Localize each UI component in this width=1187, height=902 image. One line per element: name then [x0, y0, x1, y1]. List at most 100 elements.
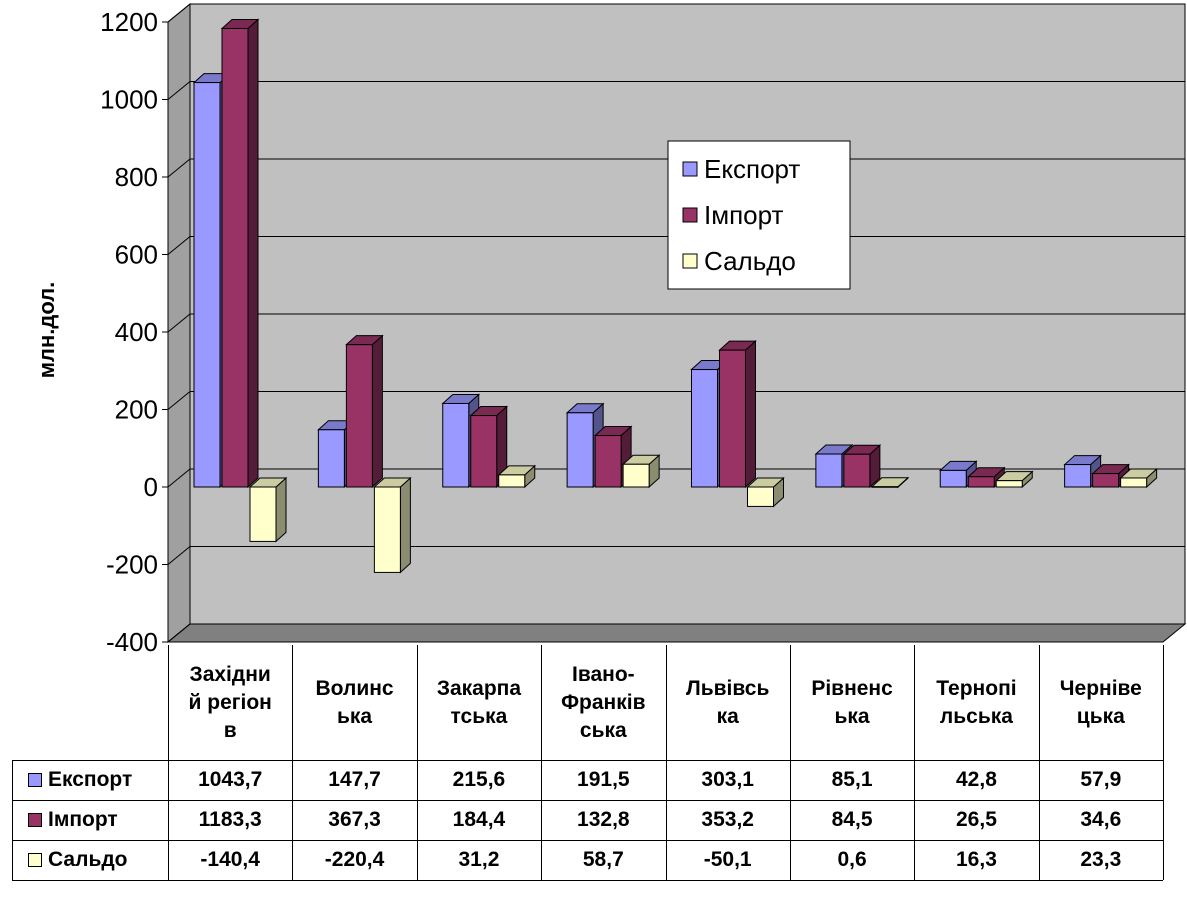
row-header-label: Експорт — [48, 768, 133, 791]
y-tick-label: 400 — [115, 317, 158, 347]
legend-swatch — [682, 161, 698, 177]
row-header-label: Сальдо — [48, 848, 128, 871]
bar — [622, 463, 650, 488]
legend-swatch — [682, 253, 698, 269]
gridline — [167, 546, 1185, 565]
category-label: Івано- Франків ська — [561, 662, 646, 742]
row-swatch — [28, 813, 42, 827]
category-label: Тернопі льська — [936, 676, 1017, 728]
data-label: 16,3 — [956, 848, 997, 871]
table-vline — [666, 645, 667, 880]
bar — [747, 486, 774, 507]
bar — [373, 486, 401, 573]
bar — [967, 476, 995, 488]
bar — [871, 486, 899, 488]
table-vline — [168, 645, 169, 880]
table-vline — [1039, 645, 1040, 880]
y-tick-label: 800 — [115, 162, 158, 192]
y-tick-label: 600 — [115, 240, 158, 270]
floor — [166, 623, 1187, 643]
data-label: 1183,3 — [198, 808, 262, 831]
row-swatch — [28, 853, 42, 867]
y-axis-label: млн.дол. — [34, 282, 59, 379]
row-header-label: Імпорт — [48, 808, 118, 831]
table-vline — [541, 645, 542, 880]
row-swatch — [28, 773, 42, 787]
gridline — [167, 313, 1185, 333]
table-vline — [292, 645, 293, 880]
category-label: Рівненс ька — [811, 676, 893, 728]
gridline — [167, 391, 1185, 410]
data-label: 303,1 — [701, 768, 754, 791]
bar — [249, 486, 277, 542]
bar-side — [399, 476, 411, 574]
data-label: 353,2 — [701, 808, 754, 831]
legend-box — [667, 140, 851, 290]
data-label: 215,6 — [452, 768, 506, 791]
y-axis: -400 -200 0 200 400 600 800 1000 1200 — [100, 7, 169, 657]
legend-label: Експорт — [704, 154, 800, 184]
gridline — [167, 236, 1185, 255]
gridline — [167, 81, 1185, 100]
bar — [995, 480, 1023, 488]
table-vline — [790, 645, 791, 880]
bar — [193, 82, 221, 488]
data-label: 26,5 — [956, 808, 997, 831]
bar — [345, 344, 373, 488]
y-tick-label: 0 — [144, 472, 158, 502]
y-tick-label: -200 — [106, 550, 158, 580]
data-label: 58,7 — [582, 848, 624, 871]
legend: Експорт Імпорт Сальдо — [667, 140, 851, 290]
row-header: Імпорт — [12, 800, 168, 840]
category-label: Львівсь ка — [686, 676, 770, 728]
data-label: 184,4 — [452, 808, 506, 831]
table-hline — [12, 880, 1163, 881]
row-header: Сальдо — [12, 840, 168, 880]
table-vline — [417, 645, 418, 880]
y-tick-label: 1200 — [100, 7, 158, 37]
table-vline — [1163, 645, 1164, 880]
table-hline — [12, 840, 1163, 841]
bar — [1092, 473, 1120, 488]
y-tick-label: 1000 — [100, 85, 158, 115]
bar-side — [371, 334, 383, 489]
data-label: 84,5 — [831, 808, 873, 831]
category-label: Закарпа тська — [436, 676, 522, 728]
data-label: 31,2 — [458, 848, 500, 871]
bar — [442, 402, 470, 488]
legend-label: Сальдо — [704, 246, 796, 276]
data-label: 132,8 — [577, 808, 630, 831]
category-label: Черніве цька — [1059, 676, 1142, 728]
data-label: 85,1 — [831, 768, 873, 791]
bar — [566, 412, 594, 488]
data-label: 42,8 — [956, 768, 997, 791]
data-label: 1043,7 — [198, 768, 263, 791]
category-label: Західни й регіон в — [188, 662, 272, 742]
bar-side — [275, 476, 287, 543]
bars — [192, 18, 1158, 574]
gridline — [167, 158, 1185, 178]
data-label: 367,3 — [328, 808, 381, 831]
bar — [843, 453, 871, 488]
bar — [317, 429, 345, 488]
gridline — [167, 623, 1185, 643]
row-header: Експорт — [12, 760, 168, 800]
bar — [1064, 464, 1092, 488]
data-label: 0,6 — [837, 848, 867, 871]
data-label: -50,1 — [703, 848, 752, 871]
data-label: 34,6 — [1080, 808, 1122, 831]
bar — [939, 469, 967, 488]
bar — [470, 415, 498, 488]
bar — [719, 349, 746, 488]
data-label: 191,5 — [577, 768, 630, 791]
data-label: 23,3 — [1080, 848, 1122, 871]
y-tick-label: -400 — [106, 627, 158, 657]
legend-swatch — [682, 207, 698, 223]
table-vline — [12, 760, 13, 880]
bar — [691, 369, 718, 488]
table-vline — [914, 645, 915, 880]
bar — [498, 474, 526, 488]
table-hline — [12, 800, 1163, 801]
bar — [221, 27, 249, 488]
